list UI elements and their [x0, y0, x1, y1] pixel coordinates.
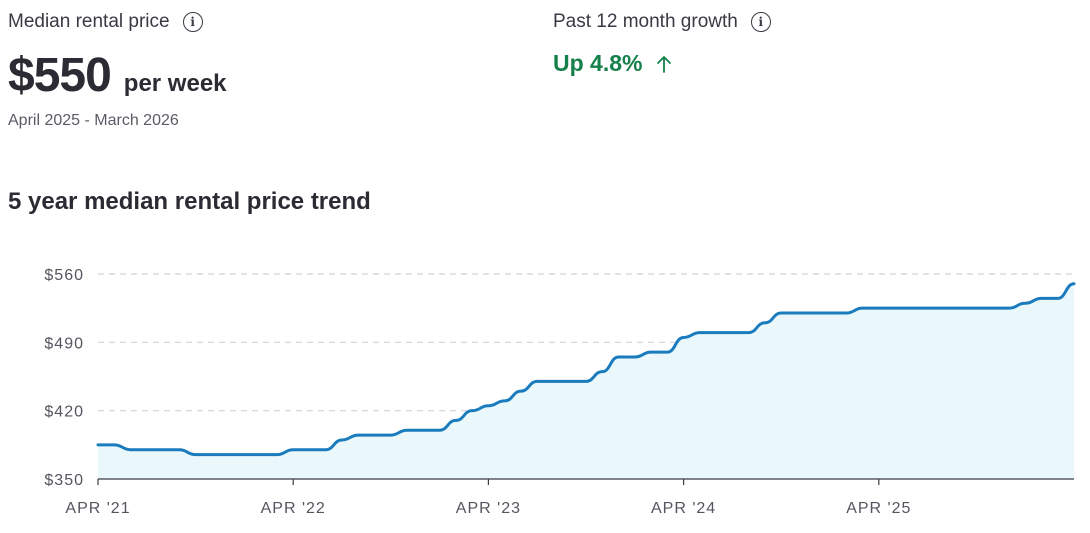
y-tick-label: $420	[44, 404, 84, 421]
growth-row: Up 4.8%	[553, 50, 953, 77]
chart-title: 5 year median rental price trend	[8, 188, 371, 215]
x-axis-labels: APR '21 APR '22 APR '23 APR '24 APR '25	[65, 479, 911, 517]
median-label-row: Median rental price i	[8, 11, 488, 33]
median-rental-price: Median rental price i $550 per week Apri…	[8, 11, 488, 130]
median-price-unit: per week	[123, 70, 227, 97]
median-price-value: $550	[8, 49, 112, 102]
growth-label-row: Past 12 month growth i	[553, 11, 953, 33]
x-tick-label: APR '24	[651, 500, 716, 517]
growth-stat: Past 12 month growth i Up 4.8%	[553, 11, 953, 77]
price-line	[96, 282, 1076, 457]
info-icon[interactable]: i	[182, 12, 203, 32]
x-tick-label: APR '22	[261, 500, 326, 517]
growth-label: Past 12 month growth	[553, 11, 738, 32]
arrow-up-icon	[657, 55, 672, 73]
y-tick-label: $490	[44, 335, 84, 352]
y-tick-label: $350	[44, 472, 84, 489]
x-tick-label: APR '23	[456, 500, 521, 517]
median-period: April 2025 - March 2026	[8, 112, 179, 129]
median-label: Median rental price	[8, 11, 170, 32]
growth-value: Up 4.8%	[553, 50, 643, 76]
x-tick-label: APR '25	[846, 500, 911, 517]
info-icon[interactable]: i	[750, 12, 771, 32]
y-axis-labels: $560 $490 $420 $350	[44, 267, 84, 489]
y-tick-label: $560	[44, 267, 84, 284]
x-tick-label: APR '21	[65, 500, 130, 517]
price-row: $550 per week	[8, 48, 488, 103]
